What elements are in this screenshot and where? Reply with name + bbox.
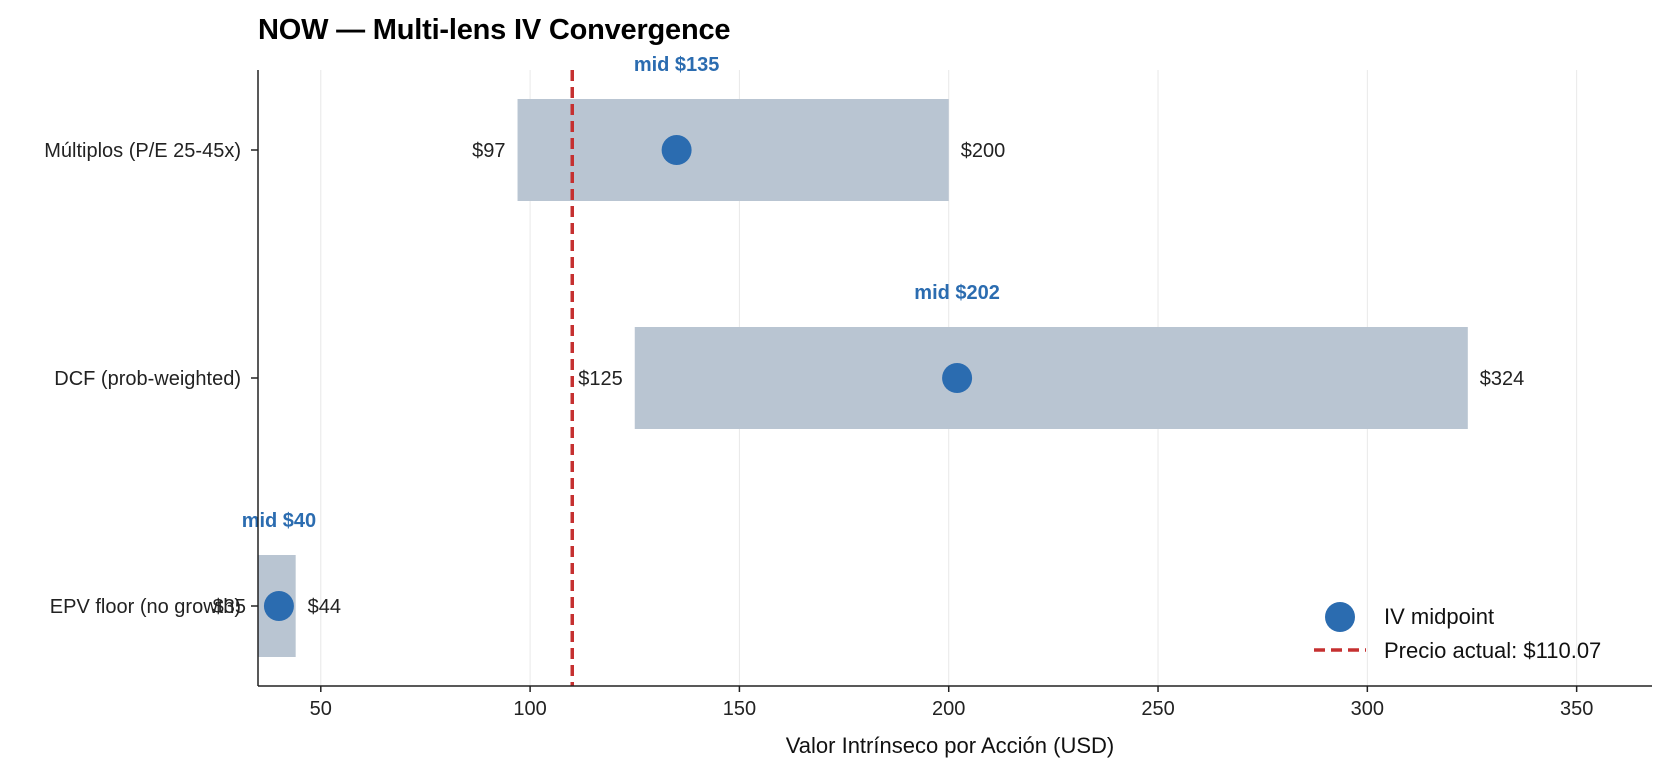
midpoint-marker: [942, 363, 973, 393]
legend: IV midpoint Precio actual: $110.07: [1314, 602, 1601, 663]
axes: 50 100 150 200 250 300 350 Múltiplos (P/E 25-45…: [44, 70, 1652, 720]
low-value-label: $35: [213, 596, 246, 618]
high-value-label: $200: [961, 140, 1006, 162]
x-tick-label: 50: [310, 698, 332, 720]
legend-midpoint-marker: [1325, 602, 1355, 632]
midpoint-markers: [263, 135, 973, 621]
range-bar: [517, 99, 949, 201]
range-bar: [634, 327, 1468, 429]
low-value-label: $97: [472, 140, 505, 162]
x-tick-label: 100: [513, 698, 546, 720]
x-tick-label: 350: [1560, 698, 1593, 720]
y-tick-label: DCF (prob-weighted): [54, 368, 241, 390]
midpoint-marker: [661, 135, 692, 165]
high-value-label: $324: [1480, 368, 1525, 390]
midpoint-label: mid $135: [634, 54, 720, 76]
range-bars: [258, 99, 1468, 657]
x-tick-label: 200: [932, 698, 965, 720]
midpoint-marker: [263, 591, 294, 621]
legend-price-label: Precio actual: $110.07: [1384, 638, 1601, 663]
midpoint-label: mid $40: [242, 510, 316, 532]
high-value-label: $44: [308, 596, 341, 618]
low-value-label: $125: [578, 368, 623, 390]
x-tick-label: 150: [723, 698, 756, 720]
chart-title: NOW — Multi-lens IV Convergence: [258, 14, 731, 46]
x-tick-label: 300: [1351, 698, 1384, 720]
midpoint-label: mid $202: [914, 282, 1000, 304]
value-labels: $97 $200 mid $135 $125 $324 mid $202 $35 $44 mid…: [213, 54, 1525, 618]
x-tick-label: 250: [1141, 698, 1174, 720]
x-axis-label: Valor Intrínseco por Acción (USD): [785, 733, 1115, 758]
y-tick-label: Múltiplos (P/E 25-45x): [44, 140, 241, 162]
y-tick-label: EPV floor (no growth): [50, 596, 241, 618]
legend-midpoint-label: IV midpoint: [1384, 604, 1494, 629]
